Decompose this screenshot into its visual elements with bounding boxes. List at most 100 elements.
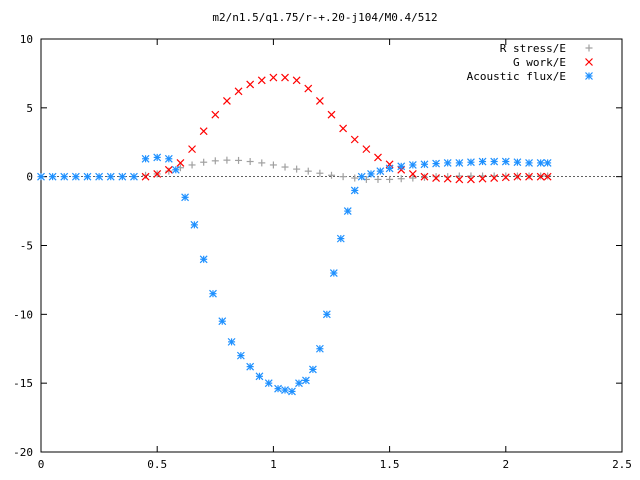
data-point xyxy=(190,220,199,229)
y-tick-label: -15 xyxy=(13,377,33,390)
data-point xyxy=(409,174,417,182)
data-point xyxy=(397,175,405,183)
data-point xyxy=(223,156,231,164)
series-2 xyxy=(141,73,552,184)
data-point xyxy=(181,193,190,202)
data-point xyxy=(176,158,185,167)
data-point xyxy=(171,165,180,174)
y-tick-label: -5 xyxy=(20,240,33,253)
data-point xyxy=(281,163,289,171)
data-point xyxy=(357,172,366,181)
data-point xyxy=(246,362,255,371)
data-point xyxy=(467,172,475,180)
data-point xyxy=(222,97,231,105)
data-point xyxy=(292,76,301,85)
data-point xyxy=(501,157,510,166)
data-point xyxy=(164,154,173,163)
data-point xyxy=(106,172,115,181)
x-axis: 0 0.5 1 1.5 2 2.5 xyxy=(38,39,632,471)
data-point xyxy=(83,172,92,181)
data-point xyxy=(71,172,80,181)
data-point xyxy=(513,158,522,167)
x-tick-label: 1 xyxy=(270,458,277,471)
data-point xyxy=(420,160,429,169)
legend-marker xyxy=(585,44,593,52)
y-tick-label: 10 xyxy=(20,33,33,46)
data-point xyxy=(408,161,417,169)
data-point xyxy=(141,154,150,163)
legend-label: G work/E xyxy=(513,56,566,69)
data-point xyxy=(432,174,441,182)
data-point xyxy=(95,172,104,181)
data-point xyxy=(397,162,406,171)
data-point xyxy=(322,310,331,319)
data-point xyxy=(351,174,359,182)
data-point xyxy=(386,175,394,183)
data-point xyxy=(455,158,464,167)
data-point xyxy=(490,174,499,182)
data-point xyxy=(188,161,196,169)
data-point xyxy=(281,73,289,82)
y-tick-label: 0 xyxy=(26,171,33,184)
data-point xyxy=(165,167,173,175)
data-point xyxy=(443,158,452,167)
data-point xyxy=(455,172,463,180)
data-point xyxy=(329,269,338,277)
data-point xyxy=(316,169,324,177)
data-point xyxy=(408,169,417,178)
data-point xyxy=(236,351,245,360)
data-point xyxy=(199,127,208,136)
y-tick-label: 5 xyxy=(26,102,33,115)
data-point xyxy=(235,156,243,164)
chart-title: m2/n1.5/q1.75/r-+.20-j104/M0.4/512 xyxy=(212,11,437,24)
data-point xyxy=(48,172,57,181)
x-tick-label: 2 xyxy=(502,458,509,471)
data-point xyxy=(362,145,371,154)
data-point xyxy=(211,110,220,119)
data-point xyxy=(432,173,440,181)
data-point xyxy=(153,169,162,178)
data-point xyxy=(142,171,150,179)
x-tick-label: 1.5 xyxy=(380,458,400,471)
x-tick-label: 0 xyxy=(38,458,45,471)
data-point xyxy=(350,135,359,144)
data-point xyxy=(281,386,289,394)
data-point xyxy=(304,167,312,175)
data-point xyxy=(118,172,127,181)
data-point xyxy=(374,175,382,183)
data-point xyxy=(209,289,217,298)
legend-marker xyxy=(585,58,593,66)
data-point xyxy=(315,344,324,353)
data-point xyxy=(467,158,475,167)
data-point xyxy=(164,165,173,174)
x-tick-label: 2.5 xyxy=(612,458,632,471)
data-point xyxy=(543,158,552,167)
data-point xyxy=(302,376,310,385)
data-point xyxy=(490,157,499,166)
data-point xyxy=(218,317,227,326)
data-point xyxy=(374,153,382,162)
data-point xyxy=(234,87,243,96)
data-point xyxy=(478,174,487,183)
data-point xyxy=(327,110,336,119)
data-point xyxy=(513,172,522,181)
data-point xyxy=(304,84,313,93)
data-point xyxy=(455,175,464,184)
data-point xyxy=(141,172,150,181)
data-point xyxy=(200,158,208,166)
data-point xyxy=(227,337,236,346)
y-tick-label: -10 xyxy=(13,308,33,321)
y-axis: 10 5 0 -5 -10 -15 -20 xyxy=(13,33,622,459)
data-point xyxy=(525,172,533,181)
data-point xyxy=(199,255,208,264)
data-point xyxy=(376,167,385,176)
data-point xyxy=(501,173,510,182)
data-point xyxy=(274,384,282,393)
legend-label: Acoustic flux/E xyxy=(467,70,566,83)
data-point xyxy=(153,153,162,162)
data-point xyxy=(246,80,255,89)
data-point xyxy=(443,174,452,183)
data-point xyxy=(543,172,552,181)
